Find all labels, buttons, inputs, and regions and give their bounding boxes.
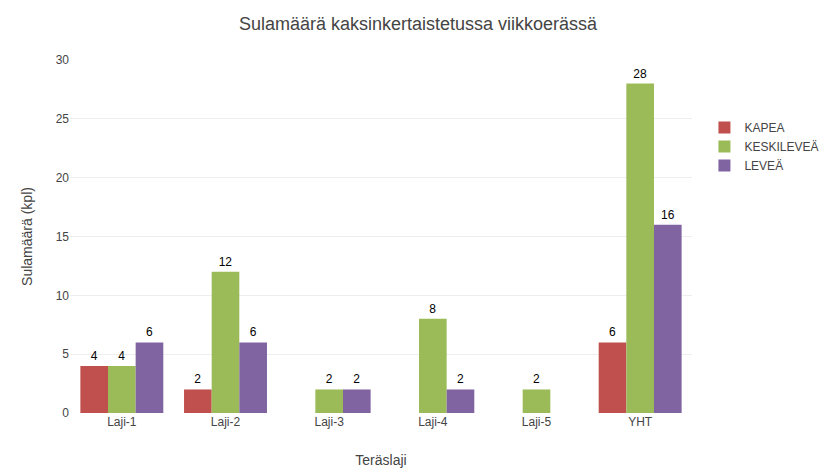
svg-text:6: 6 (146, 325, 153, 339)
svg-text:12: 12 (219, 255, 233, 269)
svg-text:6: 6 (250, 325, 257, 339)
svg-text:Laji-3: Laji-3 (314, 415, 344, 429)
svg-text:Laji-4: Laji-4 (418, 415, 448, 429)
svg-text:LEVEÄ: LEVEÄ (744, 159, 783, 173)
svg-text:4: 4 (118, 349, 125, 363)
svg-text:28: 28 (633, 67, 647, 81)
svg-text:15: 15 (56, 230, 70, 244)
svg-text:5: 5 (62, 347, 69, 361)
svg-text:0: 0 (62, 406, 69, 420)
svg-text:Teräslaji: Teräslaji (355, 452, 406, 468)
svg-text:Laji-1: Laji-1 (107, 415, 137, 429)
svg-text:2: 2 (326, 372, 333, 386)
svg-text:Sulamäärä (kpl): Sulamäärä (kpl) (19, 187, 35, 286)
svg-text:2: 2 (457, 372, 464, 386)
svg-text:30: 30 (56, 53, 70, 67)
svg-text:2: 2 (194, 372, 201, 386)
svg-text:Laji-2: Laji-2 (211, 415, 241, 429)
svg-text:25: 25 (56, 112, 70, 126)
svg-text:KESKILEVEÄ: KESKILEVEÄ (744, 140, 818, 154)
svg-text:8: 8 (429, 302, 436, 316)
svg-text:Laji-5: Laji-5 (522, 415, 552, 429)
svg-text:10: 10 (56, 289, 70, 303)
svg-text:6: 6 (609, 325, 616, 339)
svg-text:YHT: YHT (628, 415, 653, 429)
svg-text:Sulamäärä kaksinkertaistetussa: Sulamäärä kaksinkertaistetussa viikkoerä… (239, 14, 598, 34)
svg-text:20: 20 (56, 171, 70, 185)
svg-text:2: 2 (533, 372, 540, 386)
svg-text:KAPEA: KAPEA (744, 121, 784, 135)
svg-text:4: 4 (91, 349, 98, 363)
svg-text:16: 16 (661, 208, 675, 222)
svg-text:2: 2 (353, 372, 360, 386)
